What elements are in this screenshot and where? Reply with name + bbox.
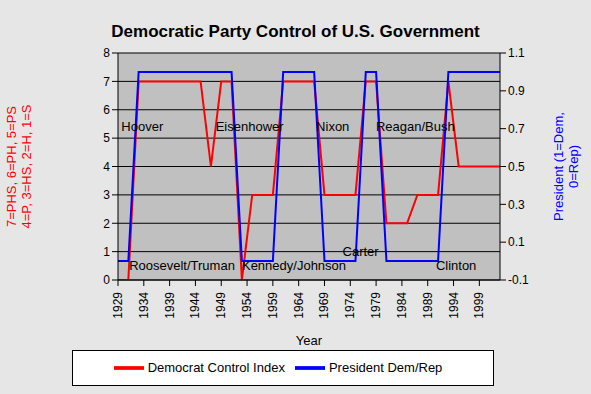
svg-text:Carter: Carter xyxy=(343,244,380,259)
html-text:President Dem/Rep: President Dem/Rep xyxy=(328,360,443,376)
svg-text:1999: 1999 xyxy=(472,292,486,319)
svg-text:1964: 1964 xyxy=(292,292,306,319)
svg-text:6: 6 xyxy=(103,103,110,117)
svg-text:1944: 1944 xyxy=(188,292,202,319)
svg-text:1939: 1939 xyxy=(163,292,177,319)
svg-text:Reagan/Bush: Reagan/Bush xyxy=(376,119,455,134)
svg-text:1959: 1959 xyxy=(266,292,280,319)
html-text:Democrat Control Index: Democrat Control Index xyxy=(147,360,285,376)
svg-text:8: 8 xyxy=(103,46,110,60)
svg-text:1979: 1979 xyxy=(369,292,383,319)
svg-text:3: 3 xyxy=(103,188,110,202)
svg-text:Year: Year xyxy=(296,333,323,348)
svg-text:2: 2 xyxy=(103,217,110,231)
svg-text:0.1: 0.1 xyxy=(508,235,525,249)
svg-text:1.1: 1.1 xyxy=(508,46,525,60)
svg-text:1994: 1994 xyxy=(447,292,461,319)
svg-text:1969: 1969 xyxy=(317,292,331,319)
svg-text:7: 7 xyxy=(103,75,110,89)
svg-text:Nixon: Nixon xyxy=(316,119,349,134)
svg-text:Hoover: Hoover xyxy=(121,119,164,134)
svg-text:1984: 1984 xyxy=(395,292,409,319)
svg-text:1954: 1954 xyxy=(240,292,254,319)
svg-text:0.5: 0.5 xyxy=(508,160,525,174)
svg-text:0.7: 0.7 xyxy=(508,122,525,136)
svg-text:0.3: 0.3 xyxy=(508,198,525,212)
svg-text:Kennedy/Johnson: Kennedy/Johnson xyxy=(242,258,346,273)
svg-text:-0.1: -0.1 xyxy=(508,273,529,287)
svg-text:1: 1 xyxy=(103,245,110,259)
svg-text:1949: 1949 xyxy=(214,292,228,319)
svg-text:1989: 1989 xyxy=(421,292,435,319)
svg-text:1934: 1934 xyxy=(137,292,151,319)
svg-text:5: 5 xyxy=(103,131,110,145)
svg-text:0.9: 0.9 xyxy=(508,84,525,98)
svg-text:President (1=Dem,0=Rep): President (1=Dem,0=Rep) xyxy=(551,112,581,221)
svg-text:0: 0 xyxy=(103,273,110,287)
html-text:Democratic Party Control of U.: Democratic Party Control of U.S. Governm… xyxy=(111,22,480,41)
svg-text:Roosevelt/Truman: Roosevelt/Truman xyxy=(129,258,235,273)
svg-text:1929: 1929 xyxy=(111,292,125,319)
svg-text:4: 4 xyxy=(103,160,110,174)
svg-text:1974: 1974 xyxy=(343,292,357,319)
svg-text:Eisenhower: Eisenhower xyxy=(216,119,285,134)
svg-text:Clinton: Clinton xyxy=(436,258,476,273)
svg-text:7=PHS, 6=PH, 5=PS4=P, 3=HS, 2=: 7=PHS, 6=PH, 5=PS4=P, 3=HS, 2=H, 1=S xyxy=(8,104,34,228)
